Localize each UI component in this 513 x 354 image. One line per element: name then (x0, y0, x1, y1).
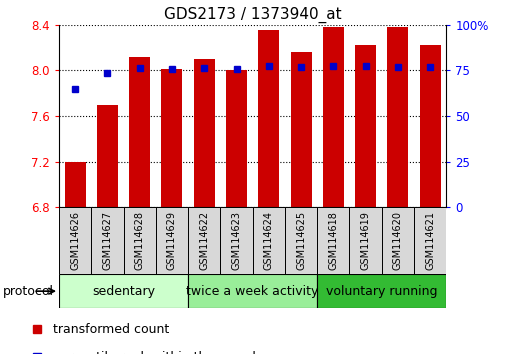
Text: percentile rank within the sample: percentile rank within the sample (53, 351, 264, 354)
Bar (124, 207, 156, 274)
Bar (355, 45, 376, 207)
Text: protocol: protocol (3, 285, 53, 298)
Text: GSM114629: GSM114629 (167, 211, 177, 270)
Bar (317, 274, 446, 308)
Text: GSM114622: GSM114622 (199, 211, 209, 270)
Text: GSM114627: GSM114627 (103, 211, 112, 270)
Text: sedentary: sedentary (92, 285, 155, 298)
Text: transformed count: transformed count (53, 323, 169, 336)
Text: GSM114618: GSM114618 (328, 211, 339, 270)
Bar (65, 161, 86, 207)
Bar (156, 207, 188, 274)
Text: GSM114628: GSM114628 (135, 211, 145, 270)
Text: GSM114626: GSM114626 (70, 211, 80, 270)
Bar (290, 52, 311, 207)
Text: GSM114619: GSM114619 (361, 211, 370, 270)
Bar (226, 70, 247, 207)
Bar (259, 30, 279, 207)
Bar (188, 207, 221, 274)
Bar (414, 207, 446, 274)
Bar (188, 274, 317, 308)
Text: twice a week activity: twice a week activity (186, 285, 319, 298)
Bar (162, 69, 183, 207)
Bar (221, 207, 252, 274)
Bar (323, 27, 344, 207)
Bar (285, 207, 317, 274)
Title: GDS2173 / 1373940_at: GDS2173 / 1373940_at (164, 7, 342, 23)
Text: GSM114623: GSM114623 (231, 211, 242, 270)
Bar (59, 274, 188, 308)
Bar (129, 57, 150, 207)
Bar (382, 207, 414, 274)
Text: GSM114620: GSM114620 (393, 211, 403, 270)
Text: voluntary running: voluntary running (326, 285, 438, 298)
Text: GSM114625: GSM114625 (296, 211, 306, 270)
Bar (194, 59, 215, 207)
Bar (252, 207, 285, 274)
Bar (387, 27, 408, 207)
Bar (317, 207, 349, 274)
Bar (97, 104, 118, 207)
Bar (420, 45, 441, 207)
Bar (59, 207, 91, 274)
Text: GSM114621: GSM114621 (425, 211, 435, 270)
Text: GSM114624: GSM114624 (264, 211, 274, 270)
Bar (349, 207, 382, 274)
Bar (91, 207, 124, 274)
